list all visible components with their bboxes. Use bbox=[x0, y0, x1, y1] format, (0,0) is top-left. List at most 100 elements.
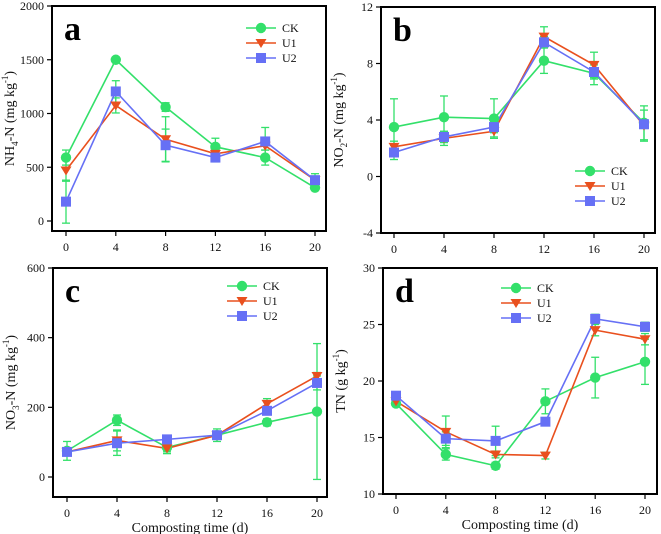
x-tick-label: 12 bbox=[538, 242, 550, 256]
data-point bbox=[540, 416, 551, 427]
panel-d: 10 15 20 25 30 0 4 8 12 16 20 TN (g kg-1) Composting… bbox=[331, 261, 658, 533]
legend-marker bbox=[584, 165, 596, 177]
x-tick-label: 4 bbox=[114, 506, 120, 520]
series-CK bbox=[392, 338, 649, 470]
data-point bbox=[261, 399, 273, 409]
markers-U1 bbox=[388, 32, 650, 152]
x-tick-label: 0 bbox=[393, 503, 399, 517]
y-tick-label: 1000 bbox=[20, 107, 44, 121]
legend-label: U2 bbox=[611, 194, 626, 208]
x-axis-label: Composting time (d) bbox=[132, 521, 249, 534]
x-tick-label: 8 bbox=[491, 242, 497, 256]
y-tick-label: 400 bbox=[27, 331, 45, 345]
legend-item-CK: CK bbox=[501, 281, 554, 295]
markers-CK bbox=[61, 406, 323, 457]
y-tick-label: 15 bbox=[363, 431, 375, 445]
y-axis-label: NO3-N (mg kg-1) bbox=[1, 335, 21, 431]
series-line-U2 bbox=[395, 317, 646, 442]
legend-item-U2: U2 bbox=[575, 194, 626, 208]
legend-marker bbox=[510, 299, 522, 308]
legend-item-CK: CK bbox=[227, 279, 280, 293]
data-point bbox=[490, 450, 502, 460]
data-point bbox=[261, 417, 273, 428]
data-point bbox=[440, 449, 451, 460]
panel-label: a bbox=[64, 11, 81, 48]
panel-label: d bbox=[395, 273, 414, 310]
series-line-CK bbox=[393, 59, 645, 128]
x-tick-label: 16 bbox=[589, 503, 601, 517]
series-line-U1 bbox=[395, 329, 646, 457]
data-point bbox=[110, 101, 122, 111]
x-tick-label: 0 bbox=[64, 506, 70, 520]
data-point bbox=[62, 446, 72, 457]
panel-a: 0 500 1000 1500 2000 0 4 8 12 16 20 NH4-N (mg kg-1)… bbox=[0, 0, 327, 254]
panel-c: 0 200 400 600 0 4 8 12 16 20 NO3-N (mg kg-1) Compos… bbox=[1, 261, 328, 534]
data-point bbox=[539, 37, 549, 48]
legend-label: U1 bbox=[263, 294, 278, 308]
data-point bbox=[60, 166, 72, 176]
series-line-U2 bbox=[66, 382, 318, 453]
data-point bbox=[440, 433, 451, 444]
x-tick-label: 16 bbox=[261, 506, 273, 520]
x-tick-label: 0 bbox=[63, 240, 69, 254]
data-point bbox=[440, 427, 452, 437]
series-line-U2 bbox=[65, 90, 316, 202]
legend-label: U1 bbox=[282, 36, 297, 50]
y-tick-label: 600 bbox=[27, 261, 45, 275]
data-point bbox=[538, 32, 550, 42]
x-tick-label: 20 bbox=[309, 240, 321, 254]
legend-marker bbox=[511, 313, 521, 323]
x-tick-label: 8 bbox=[493, 503, 499, 517]
series-line-U1 bbox=[66, 375, 318, 453]
data-point bbox=[260, 136, 271, 147]
panel-label: c bbox=[65, 273, 80, 310]
plot-frame bbox=[382, 267, 658, 495]
y-tick-label: 500 bbox=[26, 160, 44, 174]
legend-marker bbox=[237, 311, 247, 321]
data-point bbox=[61, 196, 71, 207]
data-point bbox=[539, 451, 551, 461]
y-tick-label: 0 bbox=[39, 470, 45, 484]
data-point bbox=[262, 405, 272, 416]
series-U2 bbox=[62, 80, 319, 224]
markers-U1 bbox=[60, 101, 321, 186]
data-point bbox=[260, 152, 271, 163]
data-point bbox=[538, 55, 550, 66]
legend-label: CK bbox=[537, 281, 554, 295]
x-tick-label: 0 bbox=[391, 242, 397, 256]
data-point bbox=[161, 444, 173, 454]
data-point bbox=[490, 460, 501, 471]
data-point bbox=[540, 396, 551, 407]
plot-frame bbox=[51, 5, 327, 232]
y-tick-label: 10 bbox=[363, 487, 375, 501]
data-point bbox=[639, 356, 651, 367]
plot-frame bbox=[52, 267, 328, 498]
legend-item-U1: U1 bbox=[501, 296, 552, 310]
data-point bbox=[639, 335, 651, 345]
y-tick-label: 0 bbox=[367, 170, 373, 184]
markers-CK bbox=[390, 356, 651, 471]
legend-marker bbox=[236, 297, 248, 306]
legend-item-U1: U1 bbox=[575, 179, 626, 193]
legend-marker bbox=[510, 282, 522, 294]
legend-label: U2 bbox=[263, 309, 278, 323]
series-line-CK bbox=[395, 361, 646, 467]
legend-item-U1: U1 bbox=[227, 294, 278, 308]
series-line-U2 bbox=[393, 41, 645, 154]
x-tick-label: 8 bbox=[163, 240, 169, 254]
legend-item-CK: CK bbox=[575, 164, 628, 178]
y-tick-label: 0 bbox=[38, 214, 44, 228]
data-point bbox=[311, 371, 323, 381]
x-tick-label: 16 bbox=[588, 242, 600, 256]
x-tick-label: 8 bbox=[164, 506, 170, 520]
series-U1 bbox=[63, 371, 321, 457]
markers-U2 bbox=[389, 37, 649, 158]
data-point bbox=[589, 326, 601, 336]
series-CK bbox=[390, 47, 648, 156]
x-tick-label: 20 bbox=[638, 242, 650, 256]
legend-marker bbox=[255, 22, 267, 34]
y-axis-label: NH4-N (mg kg-1) bbox=[0, 71, 20, 167]
